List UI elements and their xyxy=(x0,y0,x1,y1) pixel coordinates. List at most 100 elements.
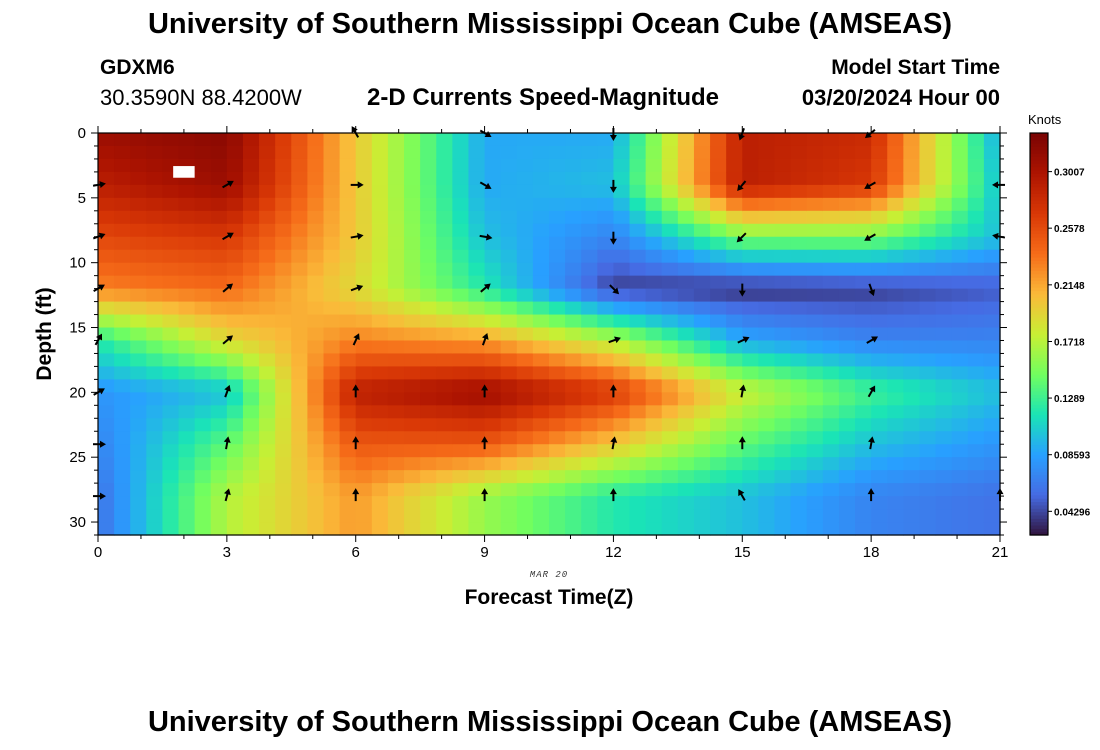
heatmap-cell xyxy=(677,444,695,458)
heatmap-cell xyxy=(532,327,550,342)
heatmap-cell xyxy=(436,327,453,342)
heatmap-cell xyxy=(178,184,196,199)
heatmap-cell xyxy=(677,470,695,484)
heatmap-cell xyxy=(838,314,856,329)
heatmap-cell xyxy=(178,133,196,147)
colorbar: 0.042960.085930.12890.17180.21480.25780.… xyxy=(1028,112,1091,536)
heatmap-cell xyxy=(114,145,131,160)
heatmap-cell xyxy=(259,236,276,251)
arrow-head xyxy=(484,130,492,138)
footer-title: University of Southern Mississippi Ocean… xyxy=(147,706,953,738)
current-vector-arrow xyxy=(352,436,360,450)
heatmap-cell xyxy=(693,431,711,445)
heatmap-cell xyxy=(710,405,727,419)
heatmap-cell xyxy=(500,314,518,329)
heatmap-cell xyxy=(532,171,550,186)
heatmap-cell xyxy=(726,158,743,173)
heatmap-cell xyxy=(774,522,792,536)
heatmap-cell xyxy=(323,444,341,458)
heatmap-cell xyxy=(919,197,937,212)
heatmap-cell xyxy=(629,457,647,471)
heatmap-cell xyxy=(387,457,405,471)
heatmap-cell xyxy=(822,353,840,368)
heatmap-cell xyxy=(645,405,663,419)
heatmap-cell xyxy=(130,340,147,355)
heatmap-cell xyxy=(581,366,598,380)
heatmap-cell xyxy=(259,392,276,406)
current-vector-arrow xyxy=(481,332,489,346)
heatmap-cell xyxy=(871,133,888,147)
heatmap-cell xyxy=(194,133,212,147)
heatmap-cell xyxy=(677,509,695,523)
heatmap-cell xyxy=(307,418,325,432)
heatmap-cell xyxy=(822,275,840,290)
heatmap-cell xyxy=(291,262,308,277)
heatmap-cell xyxy=(355,133,373,147)
heatmap-cell xyxy=(790,405,808,419)
heatmap-cell xyxy=(436,496,453,510)
heatmap-cell xyxy=(291,133,308,147)
heatmap-cell xyxy=(855,470,872,484)
heatmap-cell xyxy=(677,314,695,329)
heatmap-cell xyxy=(339,158,357,173)
heatmap-cell xyxy=(291,301,308,316)
heatmap-cell xyxy=(226,262,244,277)
heatmap-cell xyxy=(226,444,244,458)
heatmap-cell xyxy=(581,379,598,393)
heatmap-cell xyxy=(661,392,679,406)
heatmap-cell xyxy=(565,496,582,510)
colorbar-segment xyxy=(1030,233,1048,238)
heatmap-cell xyxy=(194,327,212,342)
heatmap-cell xyxy=(565,145,582,160)
heatmap-cell xyxy=(855,210,872,225)
heatmap-cell xyxy=(355,470,373,484)
heatmap-cell xyxy=(742,223,759,238)
heatmap-cell xyxy=(178,522,196,536)
heatmap-cell xyxy=(226,431,244,445)
heatmap-cell xyxy=(742,418,759,432)
heatmap-cell xyxy=(822,223,840,238)
heatmap-cell xyxy=(726,171,743,186)
heatmap-cell xyxy=(935,353,953,368)
heatmap-cell xyxy=(162,288,180,303)
heatmap-cell xyxy=(130,470,147,484)
heatmap-cell xyxy=(532,509,550,523)
heatmap-cell xyxy=(758,158,776,173)
heatmap-cell xyxy=(484,470,502,484)
heatmap-cell xyxy=(790,340,808,355)
heatmap-cell xyxy=(855,197,872,212)
heatmap-cell xyxy=(242,496,260,510)
heatmap-cell xyxy=(903,262,921,277)
heatmap-cell xyxy=(565,314,582,329)
heatmap-cell xyxy=(98,405,115,419)
heatmap-cell xyxy=(871,262,888,277)
colorbar-segment xyxy=(1030,193,1048,198)
heatmap-cell xyxy=(130,444,147,458)
heatmap-cell xyxy=(838,145,856,160)
heatmap-cell xyxy=(371,340,389,355)
heatmap-cell xyxy=(951,249,969,264)
heatmap-cell xyxy=(774,431,792,445)
colorbar-segment xyxy=(1030,293,1048,298)
heatmap-cell xyxy=(130,275,147,290)
heatmap-cell xyxy=(758,133,776,147)
heatmap-cell xyxy=(613,275,631,290)
colorbar-segment xyxy=(1030,290,1048,295)
heatmap-cell xyxy=(436,133,453,147)
colorbar-segment xyxy=(1030,133,1048,137)
arrow-head xyxy=(738,436,746,443)
heatmap-cell xyxy=(194,405,212,419)
heatmap-cell xyxy=(114,158,131,173)
colorbar-segment xyxy=(1030,270,1048,275)
heatmap-cell xyxy=(387,133,405,147)
colorbar-segment xyxy=(1030,474,1048,479)
heatmap-cell xyxy=(903,366,921,380)
heatmap-cell xyxy=(339,431,357,445)
heatmap-cell xyxy=(581,457,598,471)
heatmap-cell xyxy=(919,522,937,536)
colorbar-segment xyxy=(1030,468,1048,472)
heatmap-cell xyxy=(420,197,437,212)
heatmap-cell xyxy=(500,522,518,536)
heatmap-cell xyxy=(404,197,421,212)
heatmap-cell xyxy=(532,470,550,484)
